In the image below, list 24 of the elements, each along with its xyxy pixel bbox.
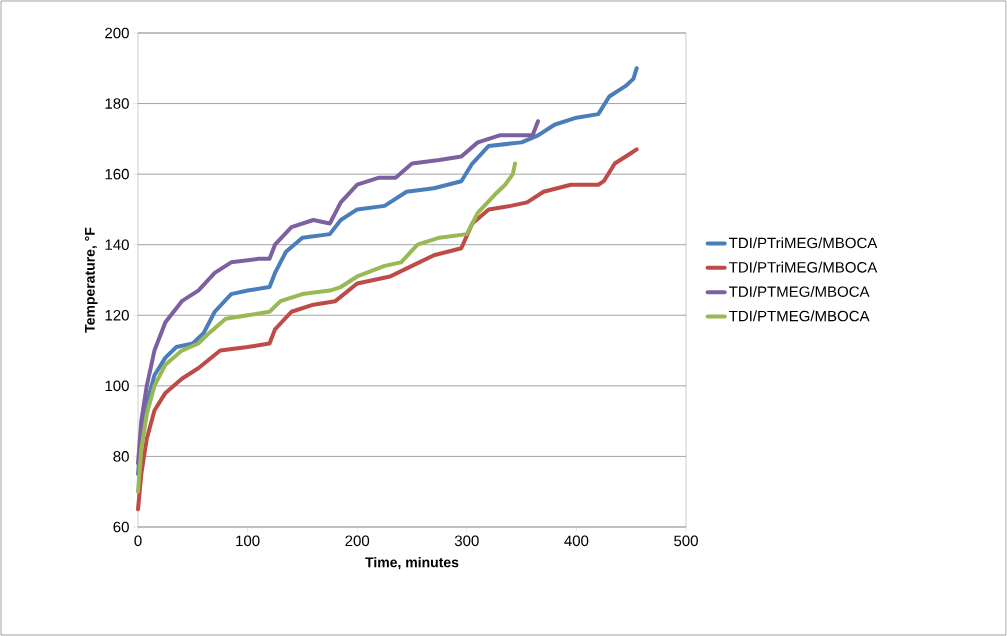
- legend-label: TDI/PTMEG/MBOCA: [729, 310, 870, 322]
- legend-label: TDI/PTriMEG/MBOCA: [729, 237, 878, 249]
- y-tick-label: 120: [105, 309, 129, 321]
- y-tick-label: 60: [113, 521, 129, 533]
- y-tick-label: 80: [113, 451, 129, 462]
- y-tick-label: 100: [105, 380, 129, 392]
- y-tick-label: 180: [105, 98, 129, 109]
- line-series: [136, 147, 639, 512]
- x-tick-label: 0: [134, 535, 142, 547]
- line-series: [136, 119, 541, 466]
- legend-label: TDI/PTriMEG/MBOCA: [729, 261, 878, 273]
- line-series: [136, 161, 518, 494]
- y-tick-label: 200: [105, 27, 129, 39]
- y-axis-title: Temperature, °F: [84, 227, 98, 333]
- y-tick-label: 140: [105, 239, 129, 251]
- line-series: [136, 66, 639, 477]
- x-tick-label: 100: [236, 535, 260, 547]
- x-tick-label: 500: [674, 535, 698, 547]
- x-tick-label: 400: [564, 535, 589, 547]
- y-tick-label: 160: [105, 168, 129, 180]
- x-tick-label: 200: [345, 535, 370, 547]
- x-axis-title: Time, minutes: [365, 557, 459, 570]
- legend-label: TDI/PTMEG/MBOCA: [729, 285, 870, 297]
- x-tick-label: 300: [454, 535, 479, 547]
